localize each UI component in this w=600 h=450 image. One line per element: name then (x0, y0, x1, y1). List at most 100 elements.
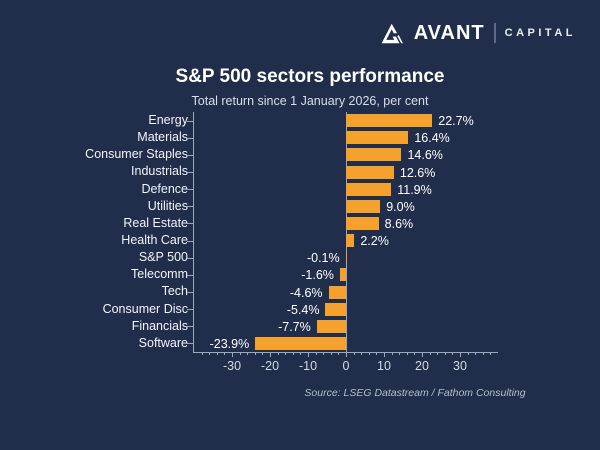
x-axis-tick-label: -30 (222, 359, 242, 373)
x-axis-minor-tick (201, 352, 203, 355)
category-label: Utilities (147, 198, 188, 213)
category-label: Consumer Staples (85, 147, 188, 162)
x-axis-minor-tick (391, 352, 393, 355)
x-axis-minor-tick (285, 352, 287, 355)
x-axis-minor-tick (429, 352, 431, 355)
bar (328, 285, 346, 299)
x-axis-minor-tick (292, 352, 294, 355)
value-label: -1.6% (301, 268, 334, 283)
y-axis-tick (187, 154, 193, 156)
x-axis-minor-tick (209, 352, 211, 355)
category-label: Tech (161, 284, 188, 299)
x-axis-tick-label: -20 (260, 359, 280, 373)
mountain-logo-icon (381, 23, 403, 44)
x-axis-minor-tick (338, 352, 340, 355)
x-axis-minor-tick (315, 352, 317, 355)
x-axis-minor-tick (444, 352, 446, 355)
x-axis-minor-tick (414, 352, 416, 355)
bar (346, 165, 394, 179)
category-label: Materials (137, 130, 188, 145)
y-axis-tick (187, 343, 193, 345)
category-label: Consumer Disc (102, 301, 188, 316)
y-axis-tick (187, 137, 193, 139)
x-axis-tick (384, 352, 385, 357)
category-label: Real Estate (123, 215, 188, 230)
x-axis-tick (422, 352, 423, 357)
category-label: Financials (131, 318, 188, 333)
x-axis-minor-tick (376, 352, 378, 355)
value-label: -7.7% (278, 319, 311, 334)
category-label: Energy (148, 113, 188, 127)
x-axis-minor-tick (216, 352, 218, 355)
x-axis-minor-tick (490, 352, 492, 355)
y-axis-tick (187, 240, 193, 242)
category-labels: Energy Materials Consumer Staples Industria… (20, 112, 188, 352)
x-axis-tick-label: 30 (453, 359, 467, 373)
logo-brand-text: AVANT (413, 21, 485, 44)
y-axis-tick (187, 326, 193, 328)
x-axis-minor-tick (323, 352, 325, 355)
x-axis-minor-tick (437, 352, 439, 355)
x-axis-minor-tick (224, 352, 226, 355)
x-axis-tick (460, 352, 461, 357)
x-axis-minor-tick (452, 352, 454, 355)
x-axis-minor-tick (254, 352, 256, 355)
x-axis-minor-tick (399, 352, 401, 355)
x-axis-minor-tick (368, 352, 370, 355)
plot-area: 22.7% 16.4% 14.6% 12.6% 11.9% 9.0% 8.6% 2.2% -0.… (187, 112, 498, 373)
x-axis-tick (346, 352, 347, 357)
value-label: 14.6% (407, 148, 443, 163)
y-axis-tick (187, 309, 193, 311)
x-axis-minor-tick (475, 352, 477, 355)
x-axis-tick-label: 20 (415, 359, 429, 373)
value-label: 8.6% (384, 216, 414, 231)
y-axis-tick (187, 292, 193, 293)
x-axis-minor-tick (277, 352, 279, 355)
category-label: Telecomm (131, 267, 188, 282)
x-axis-minor-tick (330, 352, 332, 355)
y-axis-tick (187, 257, 193, 259)
bar (346, 131, 409, 145)
value-label: -4.6% (289, 285, 323, 300)
value-label: 9.0% (386, 199, 415, 214)
x-axis-minor-tick (482, 352, 484, 355)
x-axis-tick-label: 10 (377, 359, 391, 373)
x-axis-tick (270, 352, 271, 357)
category-label: Defence (141, 181, 188, 196)
bar (346, 216, 379, 230)
x-axis-minor-tick (239, 352, 241, 355)
x-axis-minor-tick (406, 352, 408, 355)
value-label: 12.6% (399, 165, 436, 180)
y-axis-tick (187, 206, 193, 208)
x-axis-minor-tick (247, 352, 249, 355)
page-title: S&P 500 sectors performance (175, 66, 445, 87)
avant-capital-logo: AVANT CAPITAL (380, 20, 576, 46)
value-label: -0.1% (306, 251, 340, 266)
bar (346, 182, 392, 196)
bar (255, 336, 346, 350)
x-axis-tick-label: -10 (298, 359, 318, 373)
category-label: S&P 500 (138, 250, 188, 265)
x-axis-tick (308, 352, 309, 357)
category-label: Software (138, 335, 188, 350)
x-axis-minor-tick (262, 352, 264, 355)
y-axis-tick (187, 172, 193, 173)
zero-baseline (346, 112, 347, 352)
bar (325, 302, 346, 316)
value-label: -5.4% (286, 302, 320, 317)
x-axis-minor-tick (467, 352, 469, 355)
category-label: Health Care (121, 232, 188, 247)
value-label: -23.9% (209, 336, 250, 351)
value-label: 16.4% (414, 131, 450, 146)
y-axis-tick (187, 120, 193, 122)
x-axis-minor-tick (353, 352, 355, 355)
bar (316, 319, 346, 333)
y-axis-tick (187, 274, 193, 276)
y-axis-tick (187, 189, 193, 191)
x-axis-tick-label: 0 (342, 359, 350, 373)
x-axis-minor-tick (300, 352, 302, 355)
x-axis-minor-tick (361, 352, 363, 355)
value-label: 11.9% (397, 182, 432, 197)
bar (346, 199, 381, 213)
